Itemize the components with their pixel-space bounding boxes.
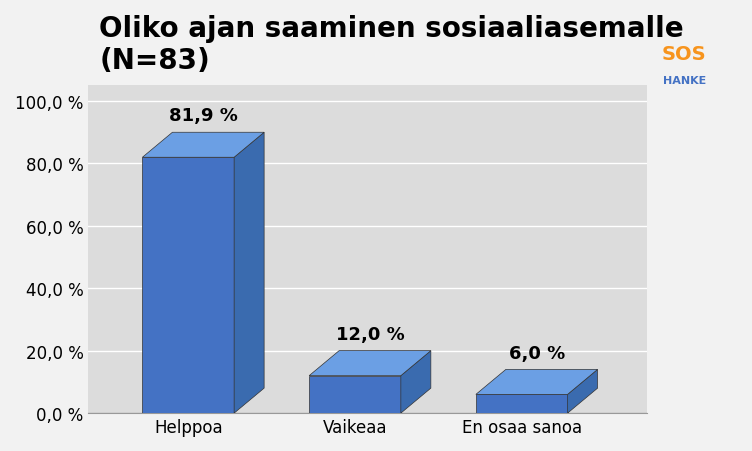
Polygon shape xyxy=(142,158,234,413)
Polygon shape xyxy=(476,369,598,395)
Polygon shape xyxy=(142,133,264,158)
Text: 6,0 %: 6,0 % xyxy=(508,344,565,362)
Polygon shape xyxy=(309,376,401,413)
Polygon shape xyxy=(401,351,431,413)
Text: 81,9 %: 81,9 % xyxy=(169,107,238,125)
Polygon shape xyxy=(568,369,598,413)
Text: 12,0 %: 12,0 % xyxy=(335,325,405,343)
Polygon shape xyxy=(476,395,568,413)
Text: SOS: SOS xyxy=(662,45,707,64)
Text: Oliko ajan saaminen sosiaaliasemalle
(N=83): Oliko ajan saaminen sosiaaliasemalle (N=… xyxy=(99,15,684,75)
Text: HANKE: HANKE xyxy=(663,76,706,86)
Polygon shape xyxy=(234,133,264,413)
Polygon shape xyxy=(309,351,431,376)
